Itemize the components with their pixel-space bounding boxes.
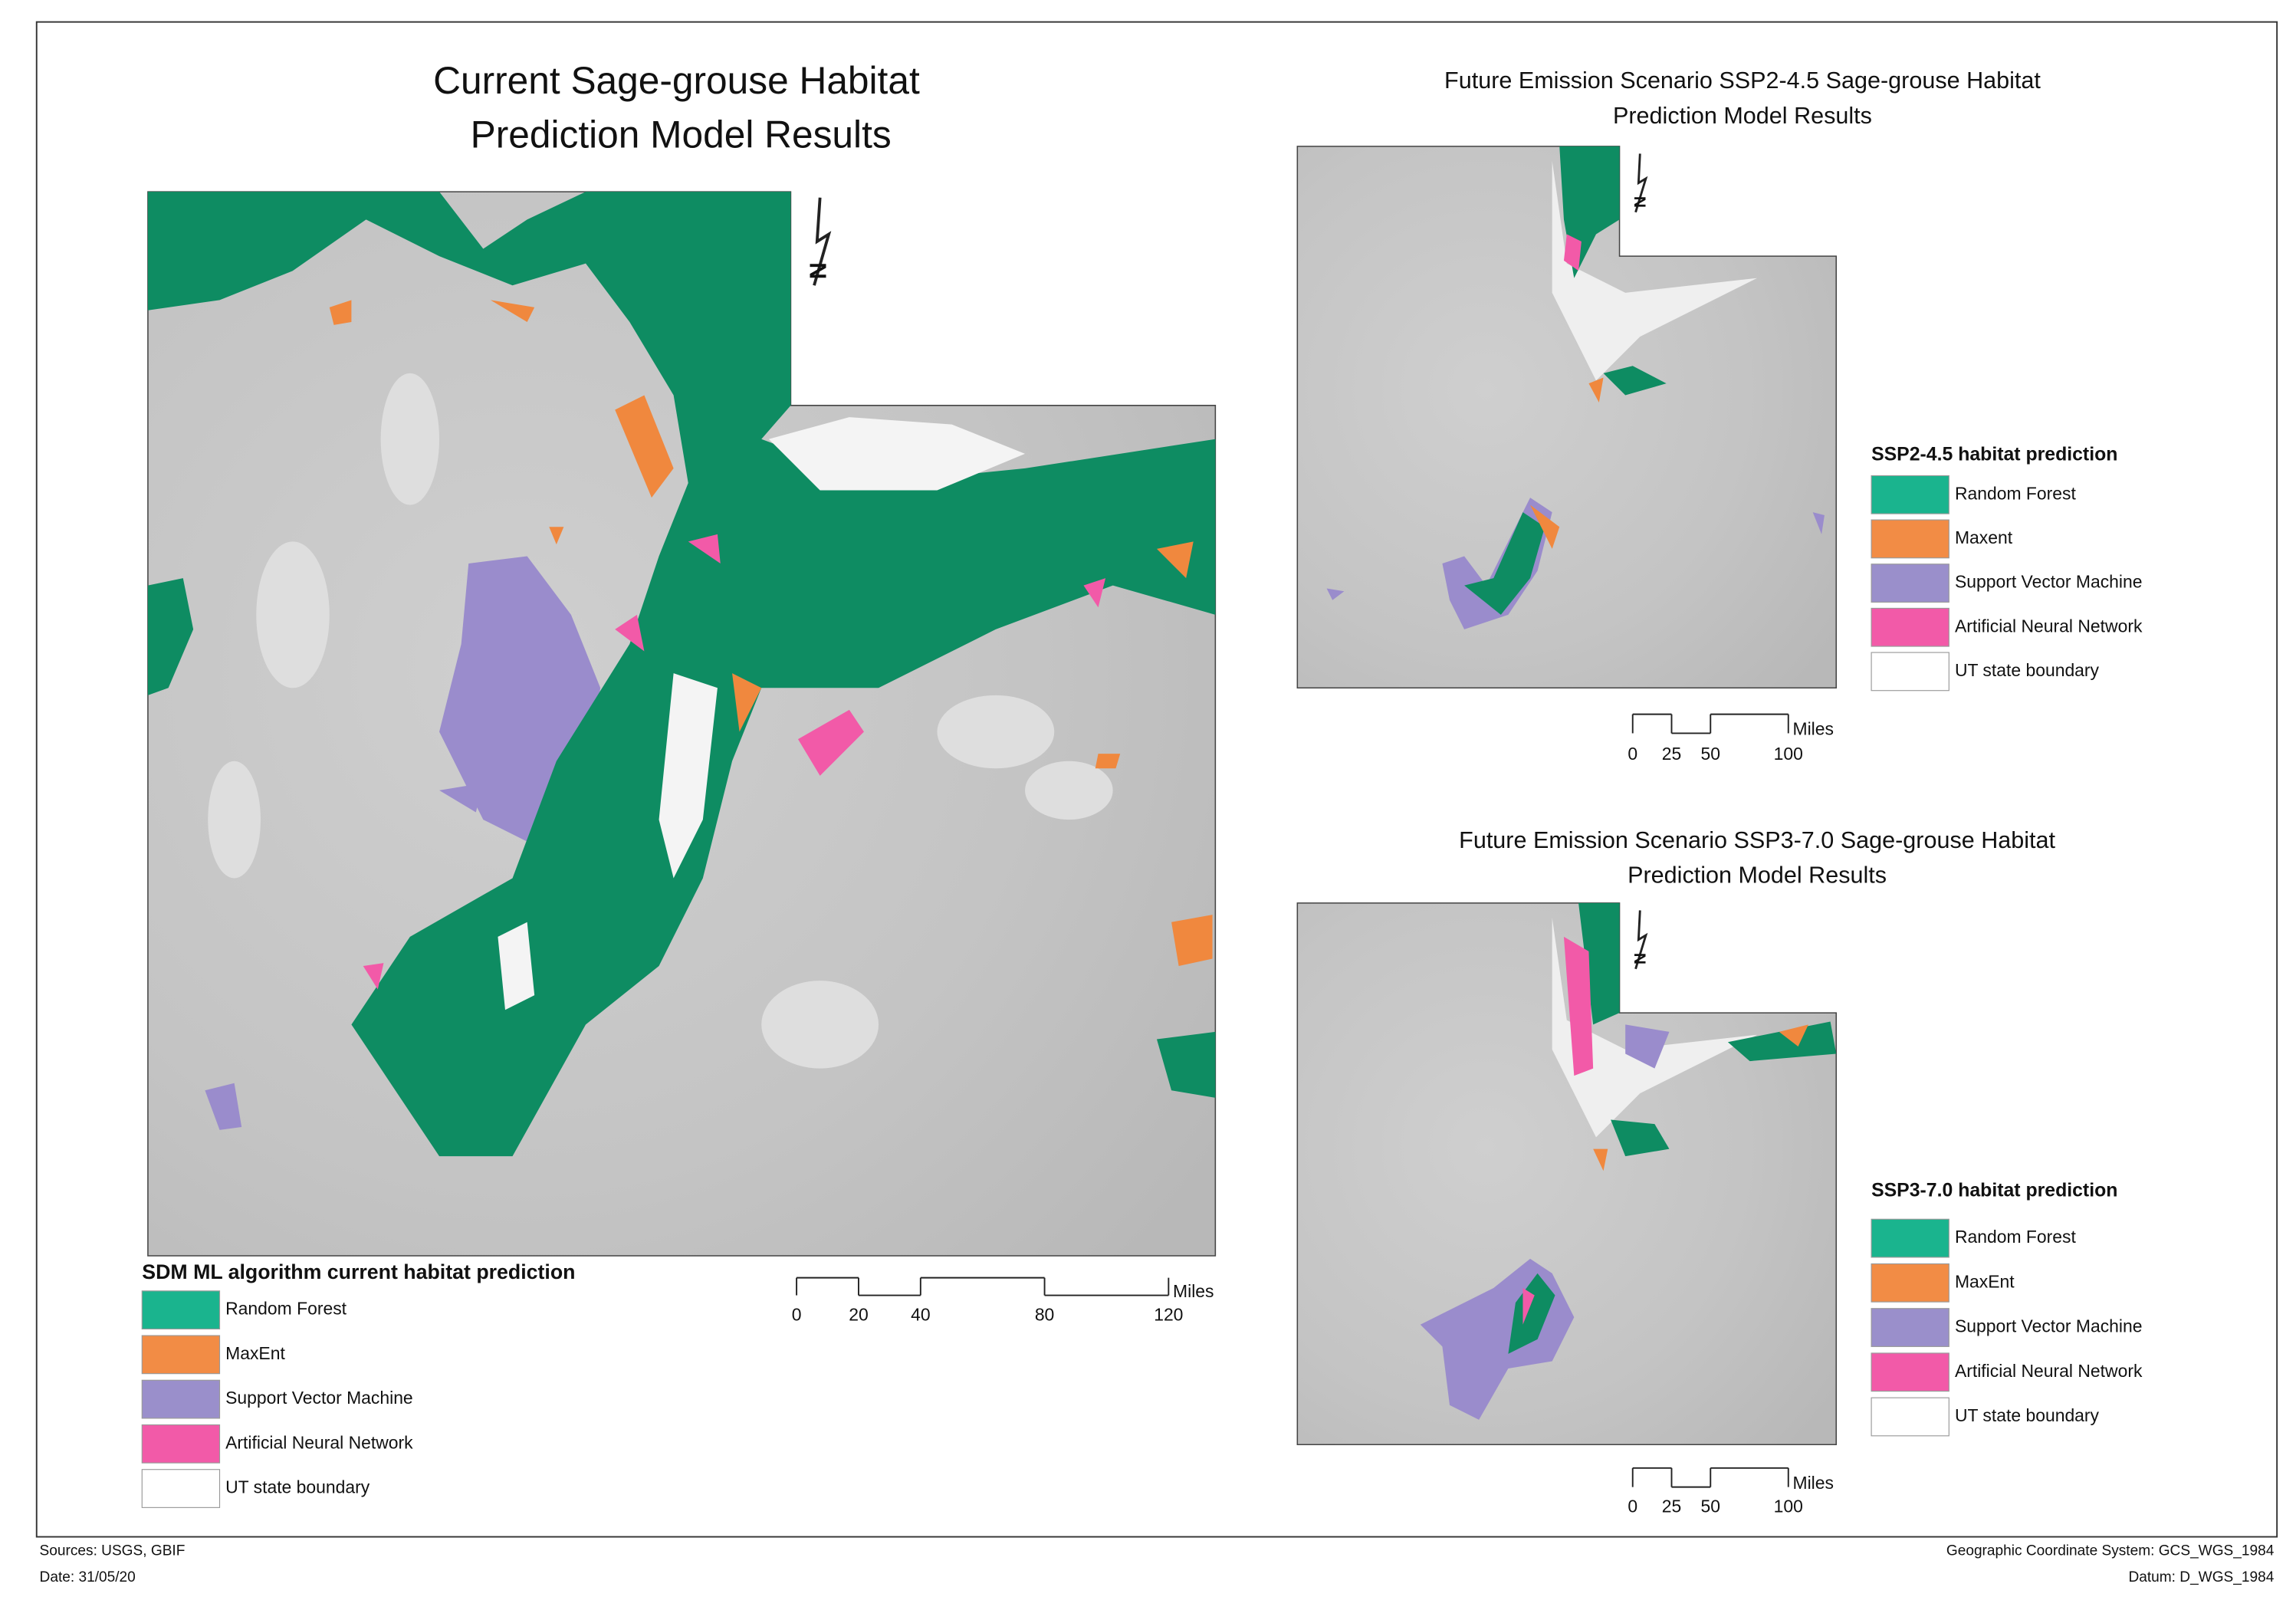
legend-label: UT state boundary (225, 1477, 370, 1497)
legend-label: Random Forest (225, 1299, 347, 1319)
legend-swatch (1871, 519, 1949, 559)
ann-area (1522, 1288, 1535, 1325)
scale-label: 50 (1701, 744, 1720, 764)
footer-datum: Datum: D_WGS_1984 (2128, 1569, 2274, 1585)
legend-swatch (1871, 1218, 1949, 1258)
legend-label: Support Vector Machine (1955, 572, 2143, 592)
legend-swatch (1871, 475, 1949, 514)
scale-label: 40 (911, 1304, 930, 1324)
scale-label: 80 (1035, 1304, 1054, 1324)
north-arrow (1634, 153, 1648, 213)
legend-swatch (1871, 1352, 1949, 1392)
sheet-frame (35, 21, 2278, 1538)
scale-unit: Miles (1793, 1473, 1834, 1493)
scale-label: 25 (1662, 744, 1681, 764)
north-label: N (1632, 953, 1650, 964)
legend-title: SSP2-4.5 habitat prediction (1871, 444, 2117, 465)
north-arrow (1634, 910, 1648, 970)
terrain-highlights (1552, 918, 1758, 1138)
scale-unit: Miles (1173, 1281, 1214, 1301)
footer-coordinate-system: Geographic Coordinate System: GCS_WGS_19… (1946, 1543, 2275, 1559)
legend-title: SDM ML algorithm current habitat predict… (142, 1260, 575, 1283)
north-label: N (1632, 196, 1650, 208)
legend-title: SSP3-7.0 habitat prediction (1871, 1181, 2117, 1201)
scale-label: 100 (1774, 1496, 1803, 1516)
legend-swatch (1871, 1308, 1949, 1347)
snow-area (498, 673, 718, 1010)
legend-swatch (1871, 564, 1949, 603)
legend-swatch (141, 1379, 221, 1419)
north-arrow (813, 197, 832, 286)
utah-terrain (1296, 902, 1837, 1446)
random-forest-area (1464, 512, 1545, 615)
random-forest-area (1603, 366, 1667, 396)
legend-label: Artificial Neural Network (225, 1432, 413, 1452)
legend-label: Support Vector Machine (1955, 1316, 2143, 1336)
legend-label: Random Forest (1955, 483, 2077, 503)
scale-label: 120 (1154, 1304, 1183, 1324)
legend-label: Maxent (1955, 527, 2013, 547)
main-title: Prediction Model Results (471, 113, 892, 156)
scale-label: 100 (1774, 744, 1803, 764)
scale-label: 0 (792, 1304, 802, 1324)
inset-title: Future Emission Scenario SSP2-4.5 Sage-g… (1444, 67, 2041, 94)
main-title: Current Sage-grouse Habitat (433, 59, 920, 102)
terrain-highlights (208, 373, 1113, 1069)
legend-swatch (1871, 607, 1949, 647)
scale-label: 0 (1628, 1496, 1637, 1516)
scale-label: 20 (849, 1304, 868, 1324)
inset-title: Prediction Model Results (1613, 103, 1872, 129)
random-forest-area (1578, 902, 1837, 1062)
inset-map-1: N (1296, 146, 1837, 689)
ann-area (1563, 936, 1594, 1076)
main-map: N (147, 191, 1217, 1257)
legend-label: MaxEnt (225, 1343, 285, 1363)
legend-label: MaxEnt (1955, 1271, 2015, 1291)
ann-area (1563, 234, 1582, 271)
random-forest-area (147, 192, 1216, 1157)
svm-area (205, 783, 484, 1130)
north-label: N (806, 262, 832, 279)
legend-swatch (1871, 1397, 1949, 1437)
random-forest-area (1508, 1119, 1670, 1354)
maxent-areas (329, 300, 1213, 966)
inset-title: Prediction Model Results (1628, 863, 1887, 889)
legend-swatch (141, 1335, 221, 1375)
footer-sources: Sources: USGS, GBIF (40, 1543, 186, 1559)
legend-label: Support Vector Machine (225, 1388, 413, 1408)
scale-label: 0 (1628, 744, 1637, 764)
inset-title: Future Emission Scenario SSP3-7.0 Sage-g… (1459, 827, 2055, 853)
scale-unit: Miles (1793, 719, 1834, 739)
legend-label: UT state boundary (1955, 1405, 2100, 1425)
scale-label: 25 (1662, 1496, 1681, 1516)
legend-swatch (1871, 1263, 1949, 1303)
legend-swatch (1871, 652, 1949, 692)
legend-label: UT state boundary (1955, 660, 2100, 680)
legend-swatch (141, 1290, 221, 1330)
svm-area (1420, 1024, 1670, 1420)
legend-swatch (141, 1469, 221, 1508)
legend-label: Random Forest (1955, 1227, 2077, 1247)
legend-label: Artificial Neural Network (1955, 1361, 2143, 1381)
footer-date: Date: 31/05/20 (40, 1569, 136, 1585)
maxent-area (1530, 377, 1604, 549)
legend-label: Artificial Neural Network (1955, 616, 2143, 636)
terrain-highlights (1552, 161, 1758, 381)
inset-map-2: N (1296, 902, 1837, 1446)
scale-label: 50 (1701, 1496, 1720, 1516)
legend-swatch (141, 1424, 221, 1464)
snow-area (768, 417, 1026, 491)
